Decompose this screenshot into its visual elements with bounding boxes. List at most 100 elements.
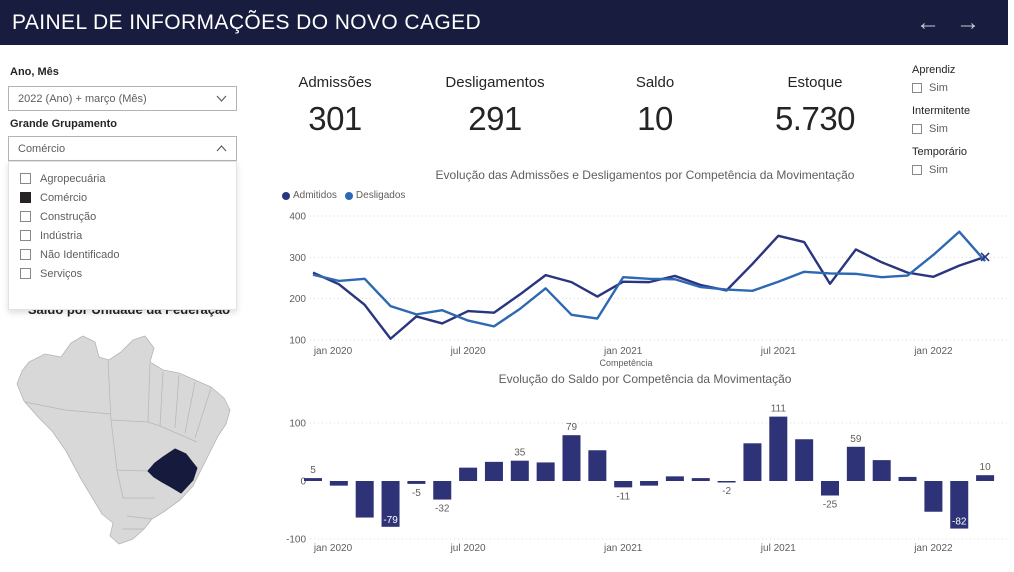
kpi-value: 291 <box>468 100 522 137</box>
svg-text:jul 2020: jul 2020 <box>450 543 486 554</box>
checkbox-icon[interactable] <box>912 83 922 93</box>
temporario-filter: Temporário Sim <box>912 146 1010 176</box>
legend-desligados[interactable]: Desligados <box>344 190 406 201</box>
kpi-label: Estoque <box>787 74 843 91</box>
gg-option-label: Construção <box>40 210 97 223</box>
svg-text:59: 59 <box>850 434 862 445</box>
map-state-minas-gerais[interactable] <box>147 448 198 494</box>
intermitente-sim-option[interactable]: Sim <box>912 123 1010 135</box>
gg-option-label: Serviços <box>40 267 83 280</box>
ano-mes-value: 2022 (Ano) + março (Mês) <box>18 92 147 105</box>
kpi-value: 10 <box>637 100 673 137</box>
svg-text:Competência: Competência <box>599 358 652 368</box>
gg-option-agropecuaria[interactable]: Agropecuária <box>9 169 236 188</box>
aprendiz-filter: Aprendiz Sim <box>912 64 1010 94</box>
bar-chart-title: Evolução do Saldo por Competência da Mov… <box>498 372 792 386</box>
sim-label: Sim <box>929 123 948 135</box>
checkbox-icon[interactable] <box>912 124 922 134</box>
chevron-down-icon <box>216 95 227 102</box>
svg-text:jul 2020: jul 2020 <box>450 346 486 357</box>
header-bar: PAINEL DE INFORMAÇÕES DO NOVO CAGED ← → <box>0 0 1008 45</box>
checkbox-icon[interactable] <box>20 211 31 222</box>
page-navigation: ← → <box>916 0 980 45</box>
svg-text:jan 2022: jan 2022 <box>913 543 953 554</box>
kpi-row: Admissões 301 Desligamentos 291 Saldo 10… <box>255 74 895 138</box>
legend-admitidos[interactable]: Admitidos <box>282 190 337 201</box>
svg-text:jan 2022: jan 2022 <box>913 346 953 357</box>
kpi-label: Admissões <box>298 74 372 91</box>
gg-option-nao-identificado[interactable]: Não Identificado <box>9 245 236 264</box>
bar-plot-area[interactable]: 100 0 -100 5 -79 -5 -32 35 79 -11 -2 111 -25 59 -82 10 j… <box>280 392 1010 572</box>
svg-text:-25: -25 <box>823 500 838 511</box>
legend-dot-icon <box>282 191 290 200</box>
checkbox-icon[interactable] <box>20 268 31 279</box>
checkbox-icon[interactable] <box>20 230 31 241</box>
svg-text:jul 2021: jul 2021 <box>760 346 796 357</box>
legend-label: Admitidos <box>293 190 337 201</box>
right-filter-panel: Aprendiz Sim Intermitente Sim Temporário… <box>912 64 1010 187</box>
grande-grupamento-value: Comércio <box>18 142 66 155</box>
svg-text:35: 35 <box>514 448 526 459</box>
ano-mes-dropdown[interactable]: 2022 (Ano) + março (Mês) <box>8 86 237 111</box>
kpi-admissoes: Admissões 301 <box>255 74 415 138</box>
gg-option-label: Agropecuária <box>40 172 106 185</box>
back-arrow-icon[interactable]: ← <box>916 8 940 36</box>
kpi-desligamentos: Desligamentos 291 <box>415 74 575 138</box>
grande-grupamento-options-panel: Agropecuária Comércio Construção Indústr… <box>8 161 237 310</box>
kpi-value: 301 <box>308 100 362 137</box>
svg-text:300: 300 <box>289 253 306 264</box>
legend-label: Desligados <box>355 190 406 201</box>
svg-text:200: 200 <box>289 294 306 305</box>
gg-option-comercio[interactable]: Comércio <box>9 188 236 207</box>
ano-mes-label: Ano, Mês <box>10 66 59 78</box>
brazil-map[interactable] <box>5 330 265 547</box>
admissions-line-chart: Evolução das Admissões e Desligamentos p… <box>280 168 1010 370</box>
checkbox-icon[interactable] <box>912 165 922 175</box>
svg-text:100: 100 <box>289 419 306 430</box>
kpi-label: Saldo <box>635 74 675 91</box>
gg-option-construcao[interactable]: Construção <box>9 207 236 226</box>
checkbox-icon[interactable] <box>20 173 31 184</box>
svg-text:-2: -2 <box>722 486 731 497</box>
saldo-bar-chart: Evolução do Saldo por Competência da Mov… <box>280 372 1010 554</box>
gg-option-industria[interactable]: Indústria <box>9 226 236 245</box>
svg-text:-82: -82 <box>952 517 967 528</box>
dashboard-page: { "header": { "title": "PAINEL DE INFORM… <box>0 0 1010 554</box>
svg-text:100: 100 <box>289 336 306 347</box>
svg-text:-32: -32 <box>435 504 450 515</box>
svg-text:-79: -79 <box>383 515 398 526</box>
svg-text:jan 2020: jan 2020 <box>313 346 353 357</box>
svg-text:400: 400 <box>289 212 306 223</box>
checkbox-icon[interactable] <box>20 249 31 260</box>
gg-option-servicos[interactable]: Serviços <box>9 264 236 283</box>
kpi-saldo: Saldo 10 <box>575 74 735 138</box>
svg-text:-100: -100 <box>286 535 306 546</box>
svg-text:-11: -11 <box>616 491 630 502</box>
svg-text:111: 111 <box>771 404 787 415</box>
svg-text:jan 2021: jan 2021 <box>603 543 643 554</box>
intermitente-filter: Intermitente Sim <box>912 105 1010 135</box>
gg-option-label: Indústria <box>40 229 83 242</box>
sim-label: Sim <box>929 82 948 94</box>
svg-text:10: 10 <box>980 462 992 473</box>
brazil-outline[interactable] <box>16 335 231 545</box>
chevron-up-icon <box>216 145 227 152</box>
line-chart-title: Evolução das Admissões e Desligamentos p… <box>435 168 855 182</box>
svg-text:jan 2021: jan 2021 <box>603 346 643 357</box>
forward-arrow-icon[interactable]: → <box>956 8 980 36</box>
line-chart-legend: Admitidos Desligados <box>282 190 405 201</box>
line-plot-area[interactable]: 400 300 200 100 jan 2020 jul 2020 jan 2021 jul … <box>280 206 1010 370</box>
intermitente-label: Intermitente <box>912 105 971 117</box>
grande-grupamento-label: Grande Grupamento <box>10 118 117 130</box>
aprendiz-sim-option[interactable]: Sim <box>912 82 1010 94</box>
sim-label: Sim <box>929 164 948 176</box>
temporario-sim-option[interactable]: Sim <box>912 164 1010 176</box>
checkbox-icon[interactable] <box>20 192 31 203</box>
svg-text:jan 2020: jan 2020 <box>313 543 353 554</box>
kpi-label: Desligamentos <box>445 74 545 91</box>
page-title: PAINEL DE INFORMAÇÕES DO NOVO CAGED <box>12 11 482 34</box>
svg-text:79: 79 <box>566 422 578 433</box>
svg-text:jul 2021: jul 2021 <box>760 543 796 554</box>
grande-grupamento-dropdown[interactable]: Comércio <box>8 136 237 161</box>
kpi-estoque: Estoque 5.730 <box>735 74 895 138</box>
